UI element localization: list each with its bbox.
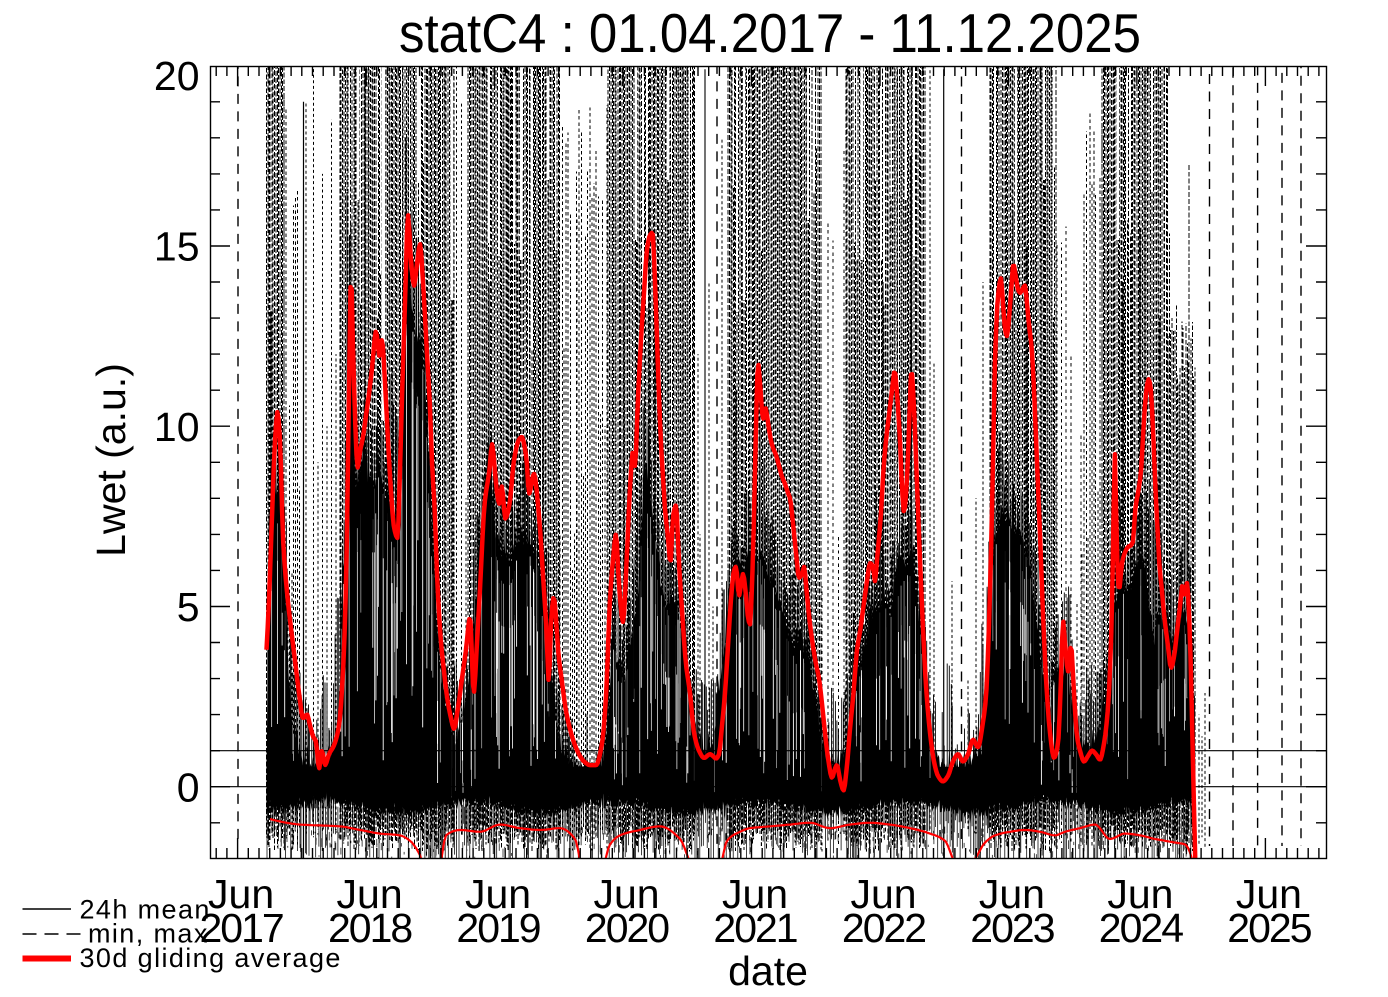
svg-text:date: date	[728, 948, 808, 992]
svg-text:10: 10	[154, 404, 200, 450]
svg-text:Jun: Jun	[979, 871, 1045, 917]
svg-text:20: 20	[154, 53, 200, 99]
svg-text:Jun: Jun	[850, 871, 916, 917]
svg-text:24h mean: 24h mean	[80, 895, 211, 925]
svg-text:5: 5	[177, 584, 200, 630]
svg-text:Jun: Jun	[1236, 871, 1302, 917]
svg-text:Jun: Jun	[337, 871, 403, 917]
svg-text:2020: 2020	[585, 905, 669, 951]
svg-text:Jun: Jun	[722, 871, 788, 917]
svg-text:0: 0	[177, 764, 200, 810]
svg-text:2022: 2022	[842, 905, 925, 951]
svg-text:statC4 : 01.04.2017 - 11.12.20: statC4 : 01.04.2017 - 11.12.2025	[399, 2, 1141, 64]
svg-text:2025: 2025	[1227, 905, 1311, 951]
svg-text:Lwet (a.u.): Lwet (a.u.)	[88, 363, 134, 557]
svg-text:2023: 2023	[970, 905, 1053, 951]
svg-text:2017: 2017	[199, 905, 282, 951]
svg-text:2018: 2018	[328, 905, 412, 951]
svg-text:2019: 2019	[456, 905, 539, 951]
svg-text:min, max: min, max	[88, 919, 209, 949]
svg-text:Jun: Jun	[465, 871, 531, 917]
svg-text:Jun: Jun	[593, 871, 659, 917]
svg-text:30d gliding average: 30d gliding average	[80, 943, 342, 973]
svg-text:Jun: Jun	[1107, 871, 1173, 917]
svg-text:2021: 2021	[713, 905, 796, 951]
svg-text:2024: 2024	[1099, 905, 1183, 951]
svg-text:15: 15	[154, 224, 200, 270]
svg-text:Jun: Jun	[208, 871, 274, 917]
